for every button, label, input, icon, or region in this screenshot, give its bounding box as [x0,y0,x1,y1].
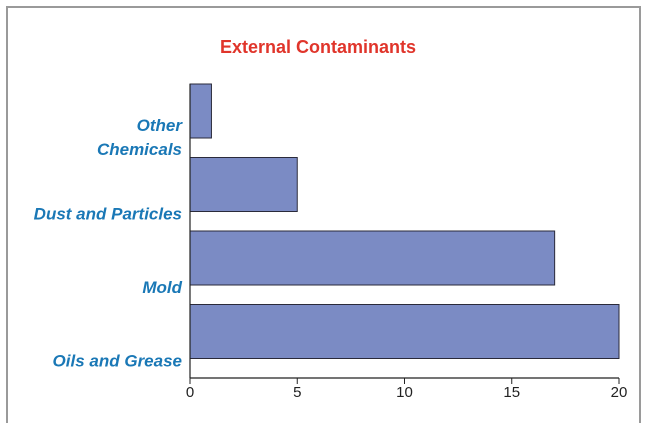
x-tick-label: 0 [186,384,194,401]
y-tick-label: Other Chemicals [97,116,183,159]
bar [189,83,212,139]
y-tick-label: Mold [142,278,182,297]
x-tick-label: 15 [503,384,520,401]
x-tick-label: 20 [611,384,628,401]
x-tick-label: 5 [293,384,301,401]
frame [6,6,641,423]
chart-title: External Contaminants [220,37,416,57]
bar [189,230,556,286]
x-tick-label: 10 [396,384,413,401]
bar [189,157,298,212]
y-tick-label: Oils and Grease [53,352,182,371]
y-tick-label: Dust and Particles [34,205,182,224]
bar [189,304,620,359]
